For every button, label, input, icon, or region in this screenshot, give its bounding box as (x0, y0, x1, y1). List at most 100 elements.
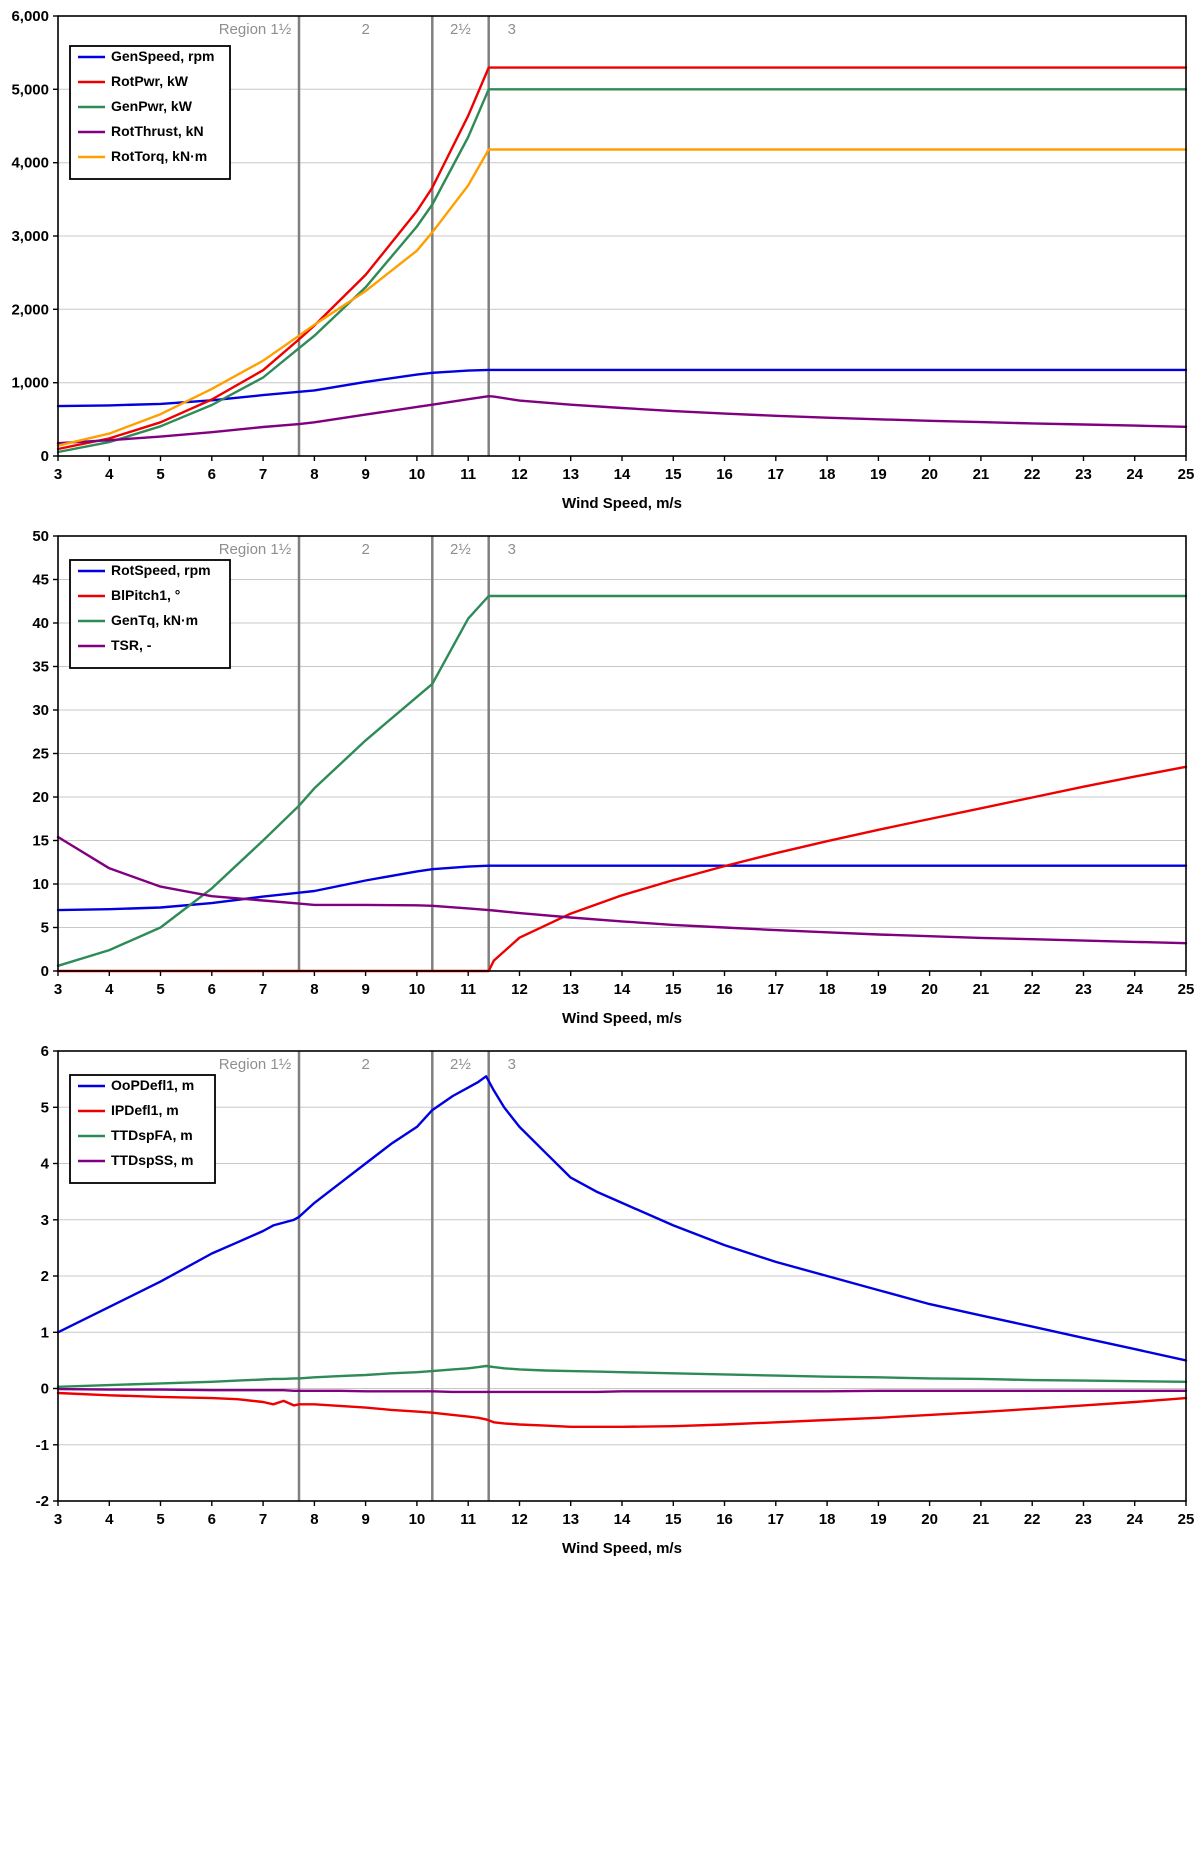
legend-label-rot-speed: RotSpeed, rpm (111, 562, 211, 578)
x-tick-label: 9 (361, 466, 369, 483)
x-tick-label: 22 (1024, 466, 1041, 483)
region-label: 2½ (450, 541, 471, 558)
x-tick-label: 7 (259, 981, 267, 998)
region-label: Region 1½ (219, 541, 292, 558)
x-tick-label: 12 (511, 466, 528, 483)
x-tick-label: 11 (460, 1511, 476, 1528)
y-tick-label: 3,000 (11, 228, 49, 245)
x-tick-label: 16 (716, 981, 733, 998)
legend-label-gen-pwr: GenPwr, kW (111, 98, 193, 114)
x-tick-label: 7 (259, 1511, 267, 1528)
x-tick-label: 24 (1126, 1511, 1143, 1528)
x-tick-label: 18 (819, 981, 836, 998)
x-tick-label: 14 (614, 1511, 631, 1528)
series-rot-pwr (56, 66, 1188, 451)
region-label: 2 (361, 1056, 369, 1073)
y-tick-label: 10 (32, 876, 49, 893)
legend-label-rot-pwr: RotPwr, kW (111, 73, 189, 89)
x-tick-label: 17 (767, 1511, 784, 1528)
x-tick-label: 11 (460, 981, 476, 998)
x-tick-label: 19 (870, 1511, 887, 1528)
power-curves-canvas: Region 1½ 2 2½ 3 3 4 5 6 7 8 9 10 11 12 13 14 15 16 17 18 19… (0, 0, 1200, 520)
region-label: Region 1½ (219, 1056, 292, 1073)
y-tick-label: 2 (41, 1268, 49, 1285)
x-tick-label: 7 (259, 466, 267, 483)
x-tick-label: 16 (716, 1511, 733, 1528)
x-tick-label: 10 (409, 1511, 426, 1528)
steady-state-plots-page: Region 1½ 2 2½ 3 3 4 5 6 7 8 9 10 11 12 13 14 15 16 17 18 19… (0, 0, 1200, 1565)
series-rot-torq (56, 148, 1188, 447)
x-tick-label: 11 (460, 466, 476, 483)
x-tick-label: 3 (54, 1511, 62, 1528)
x-tick-label: 23 (1075, 1511, 1092, 1528)
x-tick-label: 8 (310, 981, 318, 998)
x-tick-label: 17 (767, 466, 784, 483)
legend-box (69, 1074, 216, 1184)
x-tick-label: 8 (310, 466, 318, 483)
y-tick-label: 1,000 (11, 375, 49, 392)
x-tick-label: 6 (208, 466, 216, 483)
x-tick-label: 24 (1126, 981, 1143, 998)
x-tick-label: 3 (54, 466, 62, 483)
y-tick-label: 0 (41, 963, 49, 980)
chart-power-curves: Region 1½ 2 2½ 3 3 4 5 6 7 8 9 10 11 12 13 14 15 16 17 18 19… (0, 0, 1200, 520)
x-tick-label: 12 (511, 1511, 528, 1528)
y-tick-label: 5 (41, 920, 49, 937)
y-tick-label: 3 (41, 1212, 49, 1229)
x-tick-label: 4 (105, 466, 114, 483)
x-tick-label: 20 (921, 466, 938, 483)
x-tick-label: 21 (973, 466, 990, 483)
series-tsr (56, 835, 1188, 945)
y-tick-label: -1 (36, 1437, 49, 1454)
legend-label-gen-speed: GenSpeed, rpm (111, 48, 214, 64)
series-ttdsp-fa (56, 1364, 1188, 1388)
x-tick-label: 22 (1024, 981, 1041, 998)
x-tick-label: 10 (409, 981, 426, 998)
y-tick-label: 50 (32, 528, 49, 545)
x-tick-label: 15 (665, 981, 682, 998)
speed-pitch-torque-tsr-canvas: Region 1½ 2 2½ 33 4 5 6 7 8 9 10 11 12 13 14 15 16 17 18 19… (0, 520, 1200, 1035)
legend-box (69, 559, 231, 669)
y-tick-label: 45 (32, 572, 49, 589)
chart-deflections: Region 1½ 2 2½ 3 3 4 5 6 7 8 9 10 11 12 13 14 15 16 17 18 19… (0, 1035, 1200, 1565)
y-tick-label: 1 (41, 1324, 49, 1341)
y-tick-label: 0 (41, 448, 49, 465)
legend-label-bl-pitch1: BlPitch1, ° (111, 587, 180, 603)
x-tick-label: 15 (665, 1511, 682, 1528)
y-tick-label: 4,000 (11, 155, 49, 172)
x-tick-label: 17 (767, 981, 784, 998)
x-tick-label: 5 (156, 981, 164, 998)
x-tick-label: 6 (208, 981, 216, 998)
series-rot-speed (56, 864, 1188, 912)
x-tick-label: 15 (665, 466, 682, 483)
x-tick-label: 18 (819, 1511, 836, 1528)
y-tick-label: 20 (32, 789, 49, 806)
x-tick-label: 13 (562, 466, 579, 483)
y-tick-label: 25 (32, 746, 49, 763)
x-tick-label: 21 (973, 981, 990, 998)
series-gen-tq (56, 594, 1188, 967)
y-tick-label: 0 (41, 1381, 49, 1398)
x-tick-label: 19 (870, 981, 887, 998)
series-rot-thrust (56, 395, 1188, 445)
x-tick-label: 3 (54, 981, 62, 998)
region-label: 2 (361, 21, 369, 38)
x-tick-label: 4 (105, 1511, 114, 1528)
legend-label-ttdsp-ss: TTDspSS, m (111, 1152, 193, 1168)
x-tick-label: 6 (208, 1511, 216, 1528)
legend-label-gen-tq: GenTq, kN·m (111, 612, 198, 628)
x-tick-label: 13 (562, 981, 579, 998)
series-gen-speed (56, 368, 1188, 408)
x-tick-label: 5 (156, 466, 164, 483)
y-tick-label: 6,000 (11, 8, 49, 25)
x-tick-label: 21 (973, 1511, 990, 1528)
x-tick-label: 25 (1178, 1511, 1195, 1528)
x-tick-label: 23 (1075, 466, 1092, 483)
region-label: 2 (361, 541, 369, 558)
x-tick-label: 5 (156, 1511, 164, 1528)
x-tick-label: 9 (361, 1511, 369, 1528)
x-tick-label: 14 (614, 981, 631, 998)
x-tick-label: 23 (1075, 981, 1092, 998)
x-tick-label: 19 (870, 466, 887, 483)
y-tick-label: 30 (32, 702, 49, 719)
